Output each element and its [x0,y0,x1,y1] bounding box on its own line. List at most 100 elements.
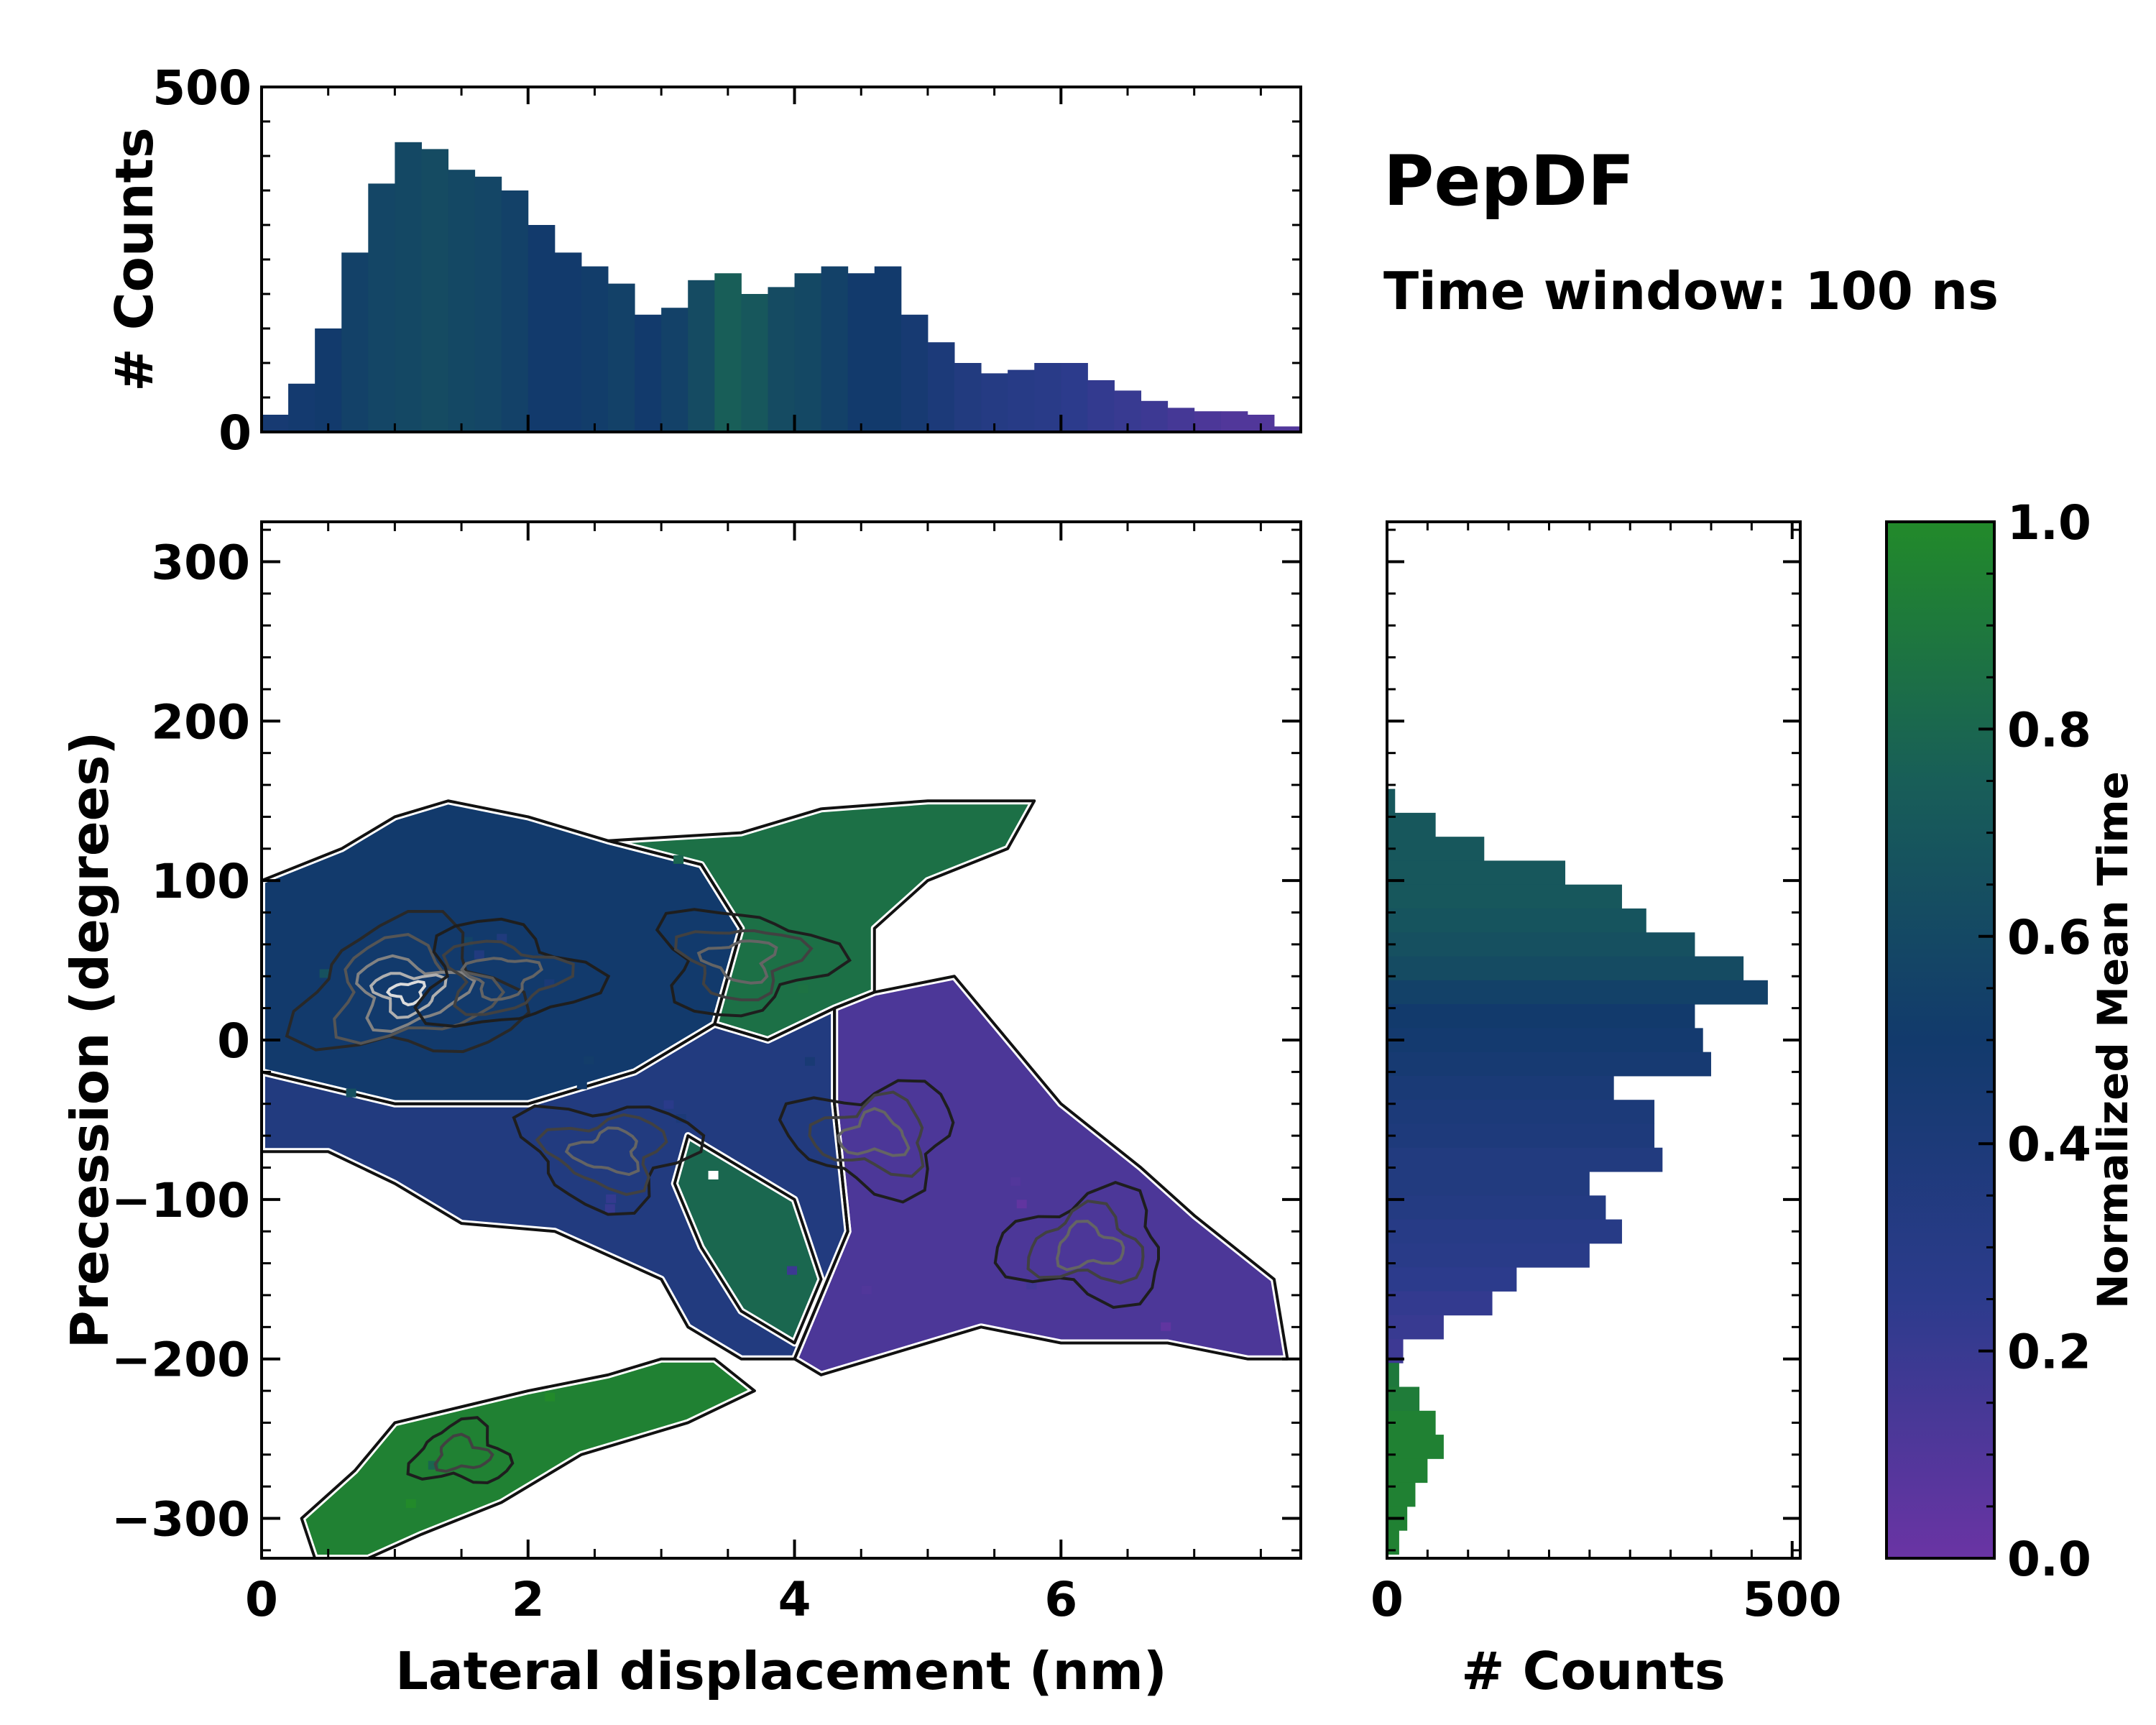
heatmap-cell [673,855,684,864]
contour-line [655,908,852,1018]
contour-line [285,909,531,1054]
top-hist-bar [421,149,449,432]
heatmap-cell [1016,1200,1027,1209]
right-hist-bar [1387,884,1622,909]
colorbar-fill [1885,520,1996,1560]
heatmap-cell [474,950,484,960]
top-histogram-panel: 0 500 # Counts [104,60,1302,461]
right-hist-bar [1387,1052,1711,1077]
top-hist-bar [1141,400,1169,432]
main-xtick-label: 0 [245,1572,278,1627]
right-hist-bar [1387,1100,1655,1124]
right-hist-bar [1387,980,1768,1005]
main-xlabel: Lateral displacement (nm) [395,1641,1167,1701]
heatmap-cell [1026,1280,1037,1289]
contour-line [808,1090,925,1178]
right-hist-bar [1387,908,1646,933]
top-hist-bar [688,280,715,432]
heatmap-cell [1010,1177,1021,1186]
heatmap-cell [405,1499,416,1508]
heatmap-regions [262,797,1291,1558]
top-hist-bar [395,142,422,433]
colorbar-label: Normalized Mean Time [2088,771,2137,1309]
contour-line [433,1432,494,1473]
colorbar-ticks: 0.0 0.2 0.4 0.6 0.8 1.0 [1978,495,2091,1587]
main-ytick-label: −100 [111,1173,250,1228]
right-hist-bar [1387,1458,1428,1484]
right-hist-bar [1387,1530,1399,1555]
contour-line [674,929,814,1002]
right-hist-bar [1387,1147,1663,1172]
heatmap-cell [545,1392,556,1402]
heatmap-region-outline-lower-green-band [300,1357,756,1558]
top-histogram-bars [262,142,1302,433]
colorbar-panel: 0.0 0.2 0.4 0.6 0.8 1.0 Normalized Mean Time [1885,495,2137,1587]
contour-line [993,1180,1161,1309]
right-hist-bar [1387,1123,1655,1149]
main-ytick-label: 200 [151,694,250,750]
heatmap-cell [1161,1322,1171,1331]
top-hist-bar [448,170,476,432]
contour-line [564,1126,640,1177]
contour-line [369,972,448,1019]
top-hist-bar [1167,408,1195,432]
heatmap-cell [606,1194,617,1203]
top-hist-bar [474,176,502,433]
right-hist-bar [1387,1315,1444,1340]
contour-line [535,1113,668,1196]
heatmap-region-right-purple [791,972,1291,1379]
top-hist-bar [927,342,955,432]
contour-line [778,1079,955,1204]
right-hist-bar [1387,1219,1622,1244]
right-hist-bar [1387,1291,1493,1316]
contour-line [355,954,476,1033]
heatmap-cell [604,1204,615,1213]
heatmap-region-lower-green-band [298,1355,758,1558]
heatmap-cell [576,1080,587,1090]
top-hist-bar [981,373,1008,432]
top-hist-bar [741,294,768,432]
main-xtick-label: 6 [1044,1572,1077,1627]
top-hist-bar [635,314,662,432]
colorbar-tick-label: 1.0 [2007,495,2091,551]
heatmap-region-outline-middle-mixed [262,1006,849,1361]
contour-line [512,1104,706,1216]
contour-line [460,957,544,1002]
colorbar-tick-label: 0.6 [2007,910,2091,965]
top-hist-bar [954,363,982,432]
heatmap-cell [861,1285,872,1294]
contour-line [406,1416,515,1484]
top-ytick-label: 500 [152,60,252,116]
main-xtick-label: 2 [512,1572,545,1627]
top-hist-bar [661,308,688,432]
right-hist-bar [1387,1338,1404,1363]
top-hist-bar [608,283,635,432]
main-heatmap-panel: 0 2 4 6 300 200 100 0 −100 −200 −300 Lateral displ… [60,520,1302,1701]
main-ytick-label: 300 [151,535,250,590]
top-histogram-ylabel: # Counts [104,127,165,392]
right-hist-bar [1387,1172,1590,1196]
heatmap-region-outline-upper-green [607,799,1036,1041]
top-hist-bar [1061,363,1088,432]
right-hist-bar [1387,1435,1444,1459]
colorbar-tick-label: 0.0 [2007,1532,2091,1587]
right-histogram-bars [1387,788,1768,1555]
top-hist-bar [1034,363,1061,432]
right-hist-bar [1387,788,1396,814]
contour-line [1056,1220,1125,1271]
right-xtick-label: 0 [1370,1572,1404,1627]
top-hist-bar [288,383,315,432]
top-hist-bar [315,328,342,432]
right-histogram-ticks: 0 500 [1370,522,1842,1627]
right-hist-bar [1387,1195,1606,1220]
right-hist-bar [1387,956,1744,981]
main-ytick-label: 0 [217,1013,250,1069]
contour-line [1026,1199,1145,1284]
heatmap-cell [319,969,330,978]
top-hist-bar [874,266,902,432]
main-ytick-label: 100 [151,854,250,909]
top-hist-bar [1273,426,1302,432]
right-hist-bar [1387,932,1695,957]
right-xtick-label: 500 [1743,1572,1842,1627]
heatmap-cell [787,1266,798,1275]
